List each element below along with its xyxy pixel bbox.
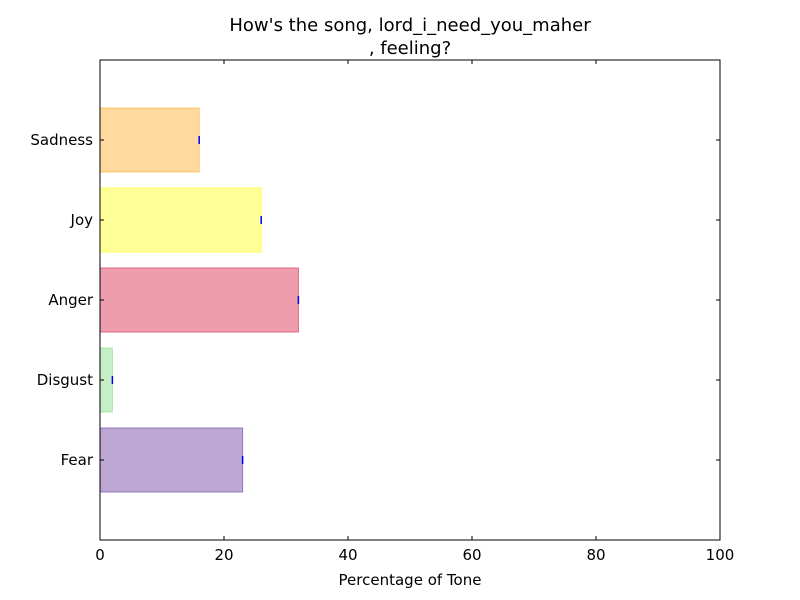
- bar-joy: [99, 187, 262, 253]
- y-tick-label-joy: Joy: [70, 211, 94, 229]
- x-tick-label: 40: [338, 546, 357, 564]
- y-axis-ticks: Fear Disgust Anger Joy Sadness: [30, 131, 720, 469]
- y-tick-label-sadness: Sadness: [30, 131, 93, 149]
- x-tick-label: 100: [706, 546, 735, 564]
- bar-sadness: [99, 107, 200, 173]
- chart-title-line-2: , feeling?: [369, 38, 451, 59]
- bars-layer: [99, 107, 300, 493]
- x-tick-label: 80: [586, 546, 605, 564]
- chart-title-line-1: How's the song, lord_i_need_you_maher: [229, 15, 591, 36]
- plot-area-frame: [99, 59, 721, 541]
- y-tick-label-anger: Anger: [48, 291, 94, 309]
- y-tick-label-disgust: Disgust: [37, 371, 93, 389]
- bar-anger: [99, 267, 299, 333]
- x-tick-label: 20: [214, 546, 233, 564]
- x-tick-label: 60: [462, 546, 481, 564]
- bar-fear: [99, 427, 244, 493]
- x-axis-ticks: 0 20 40 60 80 100: [95, 60, 734, 564]
- x-axis-label: Percentage of Tone: [339, 571, 482, 589]
- y-tick-label-fear: Fear: [61, 451, 94, 469]
- x-tick-label: 0: [95, 546, 105, 564]
